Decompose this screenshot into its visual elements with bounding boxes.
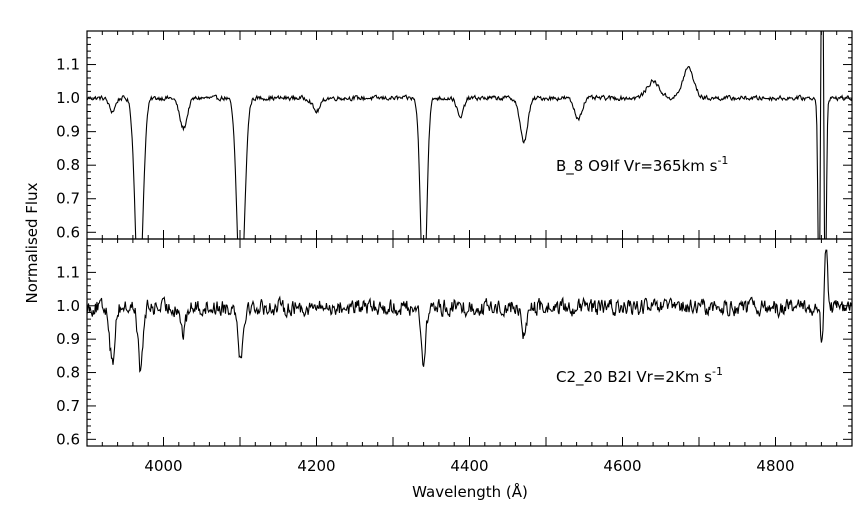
panel-2: 0.6 0.7 0.8 0.9 1.0 1.1 C2_20 B2I Vr=2Km s-1	[56, 238, 853, 448]
x-tick-label: 4200	[297, 457, 335, 475]
y-tick-label: 1.0	[56, 297, 80, 315]
y-tick-label: 1.1	[56, 263, 80, 281]
y-tick-label: 0.7	[56, 397, 80, 415]
y-tick-label: 0.6	[56, 223, 80, 241]
panel-label: C2_20 B2I Vr=2Km s-1	[556, 365, 723, 387]
spectrum-line	[87, 249, 852, 373]
x-tick-label: 4600	[603, 457, 641, 475]
panel-label-superscript: -1	[712, 365, 723, 378]
x-tick-label: 4000	[144, 457, 182, 475]
y-axis-title: Normalised Flux	[23, 182, 41, 303]
y-tick-label: 1.1	[56, 56, 80, 74]
y-tick-label: 0.6	[56, 430, 80, 448]
y-tick-label: 0.7	[56, 190, 80, 208]
y-tick-label: 0.8	[56, 156, 80, 174]
panel-frame	[86, 238, 853, 447]
spectrum-line	[87, 31, 852, 239]
panel-label: B_8 O9If Vr=365km s-1	[556, 154, 728, 176]
y-tick-label: 0.9	[56, 330, 80, 348]
x-axis-ticks: 4000 4200 4400 4600 4800	[144, 457, 794, 475]
panel-label-superscript: -1	[717, 154, 728, 167]
y-tick-label: 0.8	[56, 364, 80, 382]
x-axis-title: Wavelength (Å)	[412, 482, 528, 501]
panels-group: 0.60.70.80.91.01.1B_8 O9If Vr=365km s-10…	[56, 30, 853, 448]
x-tick-label: 4400	[450, 457, 488, 475]
y-tick-label: 1.0	[56, 89, 80, 107]
panel-1: 0.6 0.7 0.8 0.9 1.0 1.1 B_8 O9If Vr=365km s-1	[56, 30, 853, 241]
panel-frame	[86, 30, 853, 240]
x-tick-label: 4800	[756, 457, 794, 475]
y-tick-label: 0.9	[56, 123, 80, 141]
